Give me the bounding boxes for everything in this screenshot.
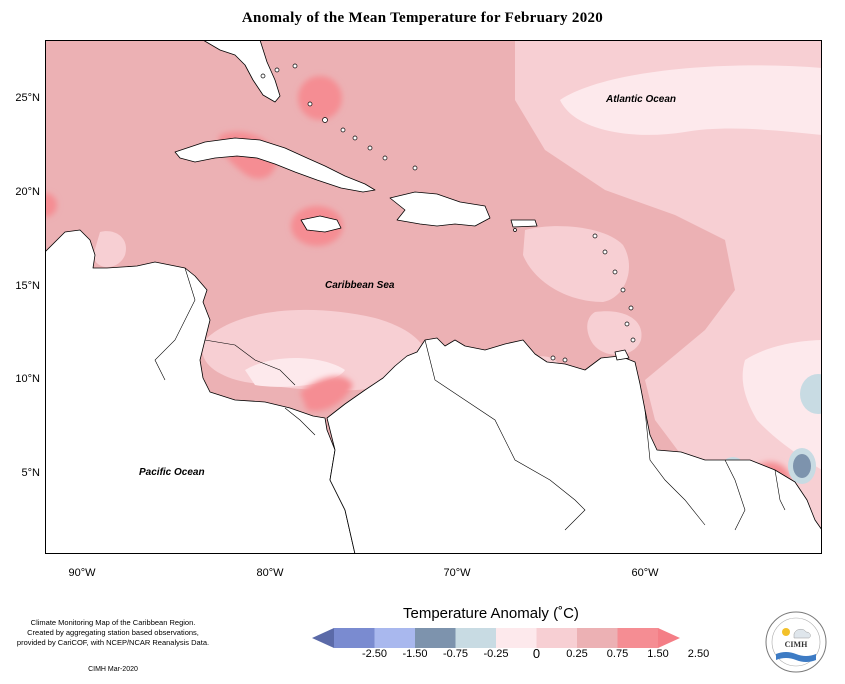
legend-title: Temperature Anomaly (˚C) bbox=[403, 605, 579, 622]
legend-swatch bbox=[536, 628, 578, 648]
lon-label-60w: 60°W bbox=[631, 567, 659, 579]
legend-swatch bbox=[455, 628, 497, 648]
credit-line-1: Climate Monitoring Map of the Caribbean … bbox=[30, 618, 196, 627]
country-borders bbox=[154, 267, 786, 531]
legend-swatch bbox=[617, 628, 659, 648]
cuba-land bbox=[174, 137, 376, 193]
legend-swatch bbox=[496, 628, 537, 648]
legend-tick-label: 0.75 bbox=[606, 648, 629, 660]
anomaly-lighter-band bbox=[245, 65, 822, 470]
lon-label-90w: 90°W bbox=[68, 567, 96, 579]
caribbean-sea-label: Caribbean Sea bbox=[325, 280, 395, 291]
map-frame bbox=[45, 40, 822, 554]
florida-land bbox=[202, 40, 281, 103]
lon-label-70w: 70°W bbox=[443, 567, 471, 579]
credit-stamp: CIMH Mar-2020 bbox=[88, 666, 138, 673]
wave-icon bbox=[776, 652, 816, 662]
legend-swatch-under bbox=[312, 628, 334, 648]
legend-tick-label: 0.25 bbox=[566, 648, 588, 660]
map-title: Anomaly of the Mean Temperature for Febr… bbox=[241, 10, 604, 26]
lat-label-10n: 10°N bbox=[15, 373, 40, 385]
legend-tick-label: -0.75 bbox=[442, 648, 469, 660]
credit-line-3: provided by CariCOF, with NCEP/NCAR Rean… bbox=[16, 638, 210, 647]
legend-tick-label: 2.50 bbox=[687, 648, 710, 660]
legend-swatch bbox=[415, 628, 456, 648]
atlantic-ocean-label: Atlantic Ocean bbox=[606, 94, 677, 105]
credit-text: Climate Monitoring Map of the Caribbean … bbox=[8, 618, 218, 648]
lat-label-5n: 5°N bbox=[21, 467, 40, 479]
lon-label-80w: 80°W bbox=[256, 567, 284, 579]
puerto-rico-land bbox=[510, 219, 538, 228]
legend-colorbar bbox=[312, 628, 680, 648]
map-svg bbox=[45, 40, 822, 554]
lat-label-20n: 20°N bbox=[15, 186, 40, 198]
legend-swatch bbox=[577, 628, 618, 648]
legend-tick-label: 1.50 bbox=[647, 648, 669, 660]
credit-line-2: Created by aggregating station based obs… bbox=[27, 628, 199, 637]
sun-icon bbox=[782, 628, 790, 636]
pacific-ocean-label: Pacific Ocean bbox=[139, 467, 205, 478]
land-masses bbox=[45, 40, 822, 554]
legend-swatch bbox=[374, 628, 416, 648]
lat-label-15n: 15°N bbox=[15, 280, 40, 292]
legend-tick-label: -0.25 bbox=[483, 648, 509, 660]
legend-swatch-over bbox=[658, 628, 680, 648]
lat-label-25n: 25°N bbox=[15, 92, 40, 104]
legend-tick-label: 0 bbox=[532, 646, 541, 661]
cloud-icon bbox=[793, 629, 811, 639]
small-islands bbox=[260, 63, 636, 363]
legend-swatch bbox=[334, 628, 375, 648]
jamaica-land bbox=[300, 215, 342, 233]
hispaniola-land bbox=[389, 191, 491, 227]
legend-tick-label: -2.50 bbox=[361, 648, 388, 660]
trinidad-land bbox=[614, 349, 630, 361]
legend-tick-label: -1.50 bbox=[402, 648, 428, 660]
anomaly-map bbox=[45, 40, 822, 554]
logo-text: CIMH bbox=[785, 640, 808, 649]
cimh-logo: CIMH bbox=[765, 611, 827, 673]
